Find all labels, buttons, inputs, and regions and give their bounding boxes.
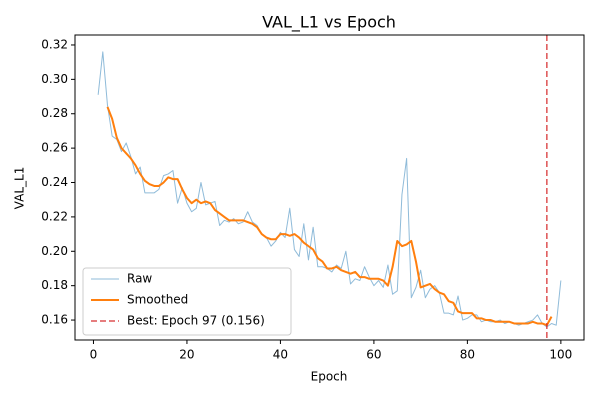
y-tick-label: 0.22 — [41, 209, 68, 223]
y-tick-label: 0.24 — [41, 175, 68, 189]
x-axis-label: Epoch — [311, 370, 348, 384]
legend-label: Smoothed — [127, 293, 188, 307]
legend-box — [82, 267, 292, 336]
legend-label: Best: Epoch 97 (0.156) — [127, 314, 265, 328]
series-line — [106, 106, 553, 327]
y-tick-label: 0.18 — [41, 278, 68, 292]
x-tick-label: 100 — [549, 348, 572, 362]
y-tick-label: 0.20 — [41, 244, 68, 258]
y-tick-label: 0.30 — [41, 72, 68, 86]
y-tick-label: 0.16 — [41, 313, 68, 327]
y-tick-label: 0.28 — [41, 106, 68, 120]
y-tick-label: 0.32 — [41, 37, 68, 51]
x-tick-label: 80 — [460, 348, 475, 362]
x-tick-label: 0 — [90, 348, 98, 362]
y-axis-label: VAL_L1 — [13, 167, 27, 210]
x-tick-label: 60 — [366, 348, 381, 362]
chart-title: VAL_L1 vs Epoch — [262, 13, 396, 33]
legend-label: Raw — [127, 272, 152, 286]
x-tick-label: 40 — [273, 348, 288, 362]
y-tick-label: 0.26 — [41, 141, 68, 155]
x-tick-label: 20 — [179, 348, 194, 362]
series-line — [97, 51, 562, 328]
plot-frame — [74, 34, 585, 341]
